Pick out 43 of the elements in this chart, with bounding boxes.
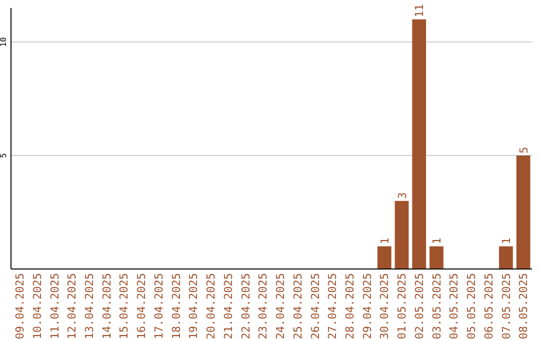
x-tick-label: 20.04.2025	[204, 273, 218, 340]
x-tick-label: 16.04.2025	[135, 273, 148, 340]
x-tick-label: 02.05.2025	[412, 273, 426, 340]
bar	[394, 200, 409, 269]
data-label: 3	[396, 192, 409, 199]
x-tick-label: 25.04.2025	[291, 273, 304, 340]
x-tick-label: 13.04.2025	[83, 273, 96, 340]
bar	[377, 246, 392, 269]
x-tick-label: 19.04.2025	[187, 273, 200, 340]
x-tick-label: 01.05.2025	[396, 273, 409, 340]
data-label: 1	[430, 238, 444, 244]
x-tick-label: 14.04.2025	[100, 273, 114, 340]
bar	[516, 156, 530, 269]
x-tick-label: 28.04.2025	[344, 273, 356, 340]
x-tick-label: 08.05.2025	[517, 273, 530, 340]
x-tick-label: 05.05.2025	[465, 273, 478, 340]
x-tick-label: 10.04.2025	[30, 273, 44, 340]
x-tick-label: 23.04.2025	[256, 273, 270, 340]
x-tick-label: 09.04.2025	[14, 273, 27, 340]
x-tick-label: 22.04.2025	[239, 273, 252, 340]
x-tick-label: 29.04.2025	[360, 273, 374, 340]
x-tick-label: 15.04.2025	[118, 273, 131, 340]
x-tick-label: 07.05.2025	[500, 273, 513, 340]
bar	[412, 19, 426, 269]
y-tick-label: 10	[0, 37, 8, 47]
x-tick-label: 03.05.2025	[430, 273, 444, 340]
data-label: 5	[517, 146, 530, 154]
bar	[499, 246, 513, 269]
data-label: 1	[378, 238, 392, 244]
bar	[430, 246, 444, 269]
x-tick-label: 27.04.2025	[326, 273, 340, 340]
x-tick-label: 17.04.2025	[152, 273, 166, 340]
x-tick-label: 26.04.2025	[308, 273, 322, 340]
x-tick-label: 12.04.2025	[66, 273, 79, 340]
data-label: 11	[413, 4, 426, 18]
x-tick-label: 11.04.2025	[48, 273, 62, 340]
x-tick-label: 04.05.2025	[448, 273, 461, 340]
x-tick-label: 06.05.2025	[482, 273, 496, 340]
x-tick-label: 24.04.2025	[274, 273, 288, 340]
data-label: 1	[500, 238, 513, 244]
x-tick-label: 18.04.2025	[170, 273, 183, 340]
x-tick-label: 30.04.2025	[378, 273, 392, 340]
x-tick-label: 21.04.2025	[222, 273, 235, 340]
